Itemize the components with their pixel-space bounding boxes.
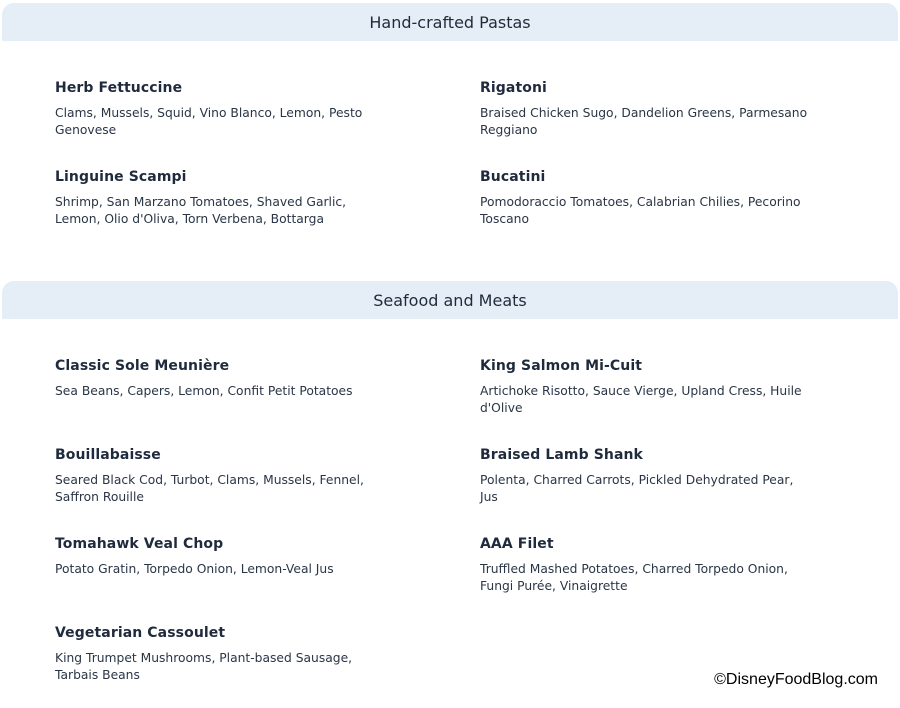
menu-item-name: Bucatini xyxy=(480,169,546,185)
menu-item-name: Bouillabaisse xyxy=(55,447,161,463)
menu-item: Bouillabaisse Seared Black Cod, Turbot, C… xyxy=(55,446,385,506)
menu-item-name: Linguine Scampi xyxy=(55,169,187,185)
menu-item-name: Vegetarian Cassoulet xyxy=(55,625,226,641)
menu-item-description: Pomodoraccio Tomatoes, Calabrian Chilies… xyxy=(480,195,801,226)
menu-item-description: Braised Chicken Sugo, Dandelion Greens, … xyxy=(480,106,808,137)
menu-item: King Salmon Mi-Cuit Artichoke Risotto, Sa… xyxy=(480,357,810,417)
section-header: Hand-crafted Pastas xyxy=(2,3,898,41)
menu-item: Braised Lamb Shank Polenta, Charred Carro… xyxy=(480,446,810,506)
menu-item-name: Herb Fettuccine xyxy=(55,80,183,96)
menu-item-description: King Trumpet Mushrooms, Plant-based Saus… xyxy=(55,651,353,682)
section-header: Seafood and Meats xyxy=(2,281,898,319)
menu-item-name: Tomahawk Veal Chop xyxy=(55,536,224,552)
menu-item-description: Seared Black Cod, Turbot, Clams, Mussels… xyxy=(55,473,364,504)
menu-item-name: AAA Filet xyxy=(480,536,554,552)
menu-item-name: King Salmon Mi-Cuit xyxy=(480,358,643,374)
menu-item-name: Classic Sole Meunière xyxy=(55,358,230,374)
menu-item: AAA Filet Truffled Mashed Potatoes, Charr… xyxy=(480,535,810,595)
watermark: ©DisneyFoodBlog.com xyxy=(714,671,878,688)
menu-item-description: Potato Gratin, Torpedo Onion, Lemon-Veal… xyxy=(55,562,334,576)
menu-item-description: Polenta, Charred Carrots, Pickled Dehydr… xyxy=(480,473,794,504)
menu-item: Tomahawk Veal Chop Potato Gratin, Torpedo… xyxy=(55,535,385,578)
menu-item-description: Shrimp, San Marzano Tomatoes, Shaved Gar… xyxy=(55,195,347,226)
menu-item: Linguine Scampi Shrimp, San Marzano Tomat… xyxy=(55,168,385,228)
menu-item: Herb Fettuccine Clams, Mussels, Squid, Vi… xyxy=(55,79,385,139)
menu-item-name: Braised Lamb Shank xyxy=(480,447,643,463)
menu-item: Vegetarian Cassoulet King Trumpet Mushroo… xyxy=(55,624,385,684)
menu-item-description: Sea Beans, Capers, Lemon, Confit Petit P… xyxy=(55,384,353,398)
menu-item-description: Truffled Mashed Potatoes, Charred Torped… xyxy=(480,562,788,593)
menu-item-name: Rigatoni xyxy=(480,80,547,96)
menu-item: Rigatoni Braised Chicken Sugo, Dandelion … xyxy=(480,79,810,139)
menu-item-description: Clams, Mussels, Squid, Vino Blanco, Lemo… xyxy=(55,106,363,137)
menu-item-description: Artichoke Risotto, Sauce Vierge, Upland … xyxy=(480,384,802,415)
menu-item: Classic Sole Meunière Sea Beans, Capers, … xyxy=(55,357,385,400)
menu-item: Bucatini Pomodoraccio Tomatoes, Calabrian… xyxy=(480,168,810,228)
